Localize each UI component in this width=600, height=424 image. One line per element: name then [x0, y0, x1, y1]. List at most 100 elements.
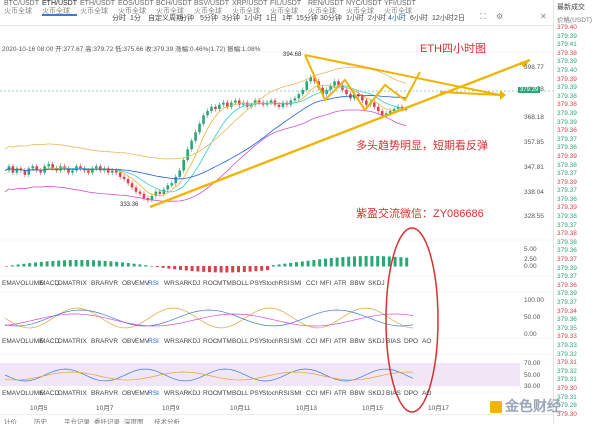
pair-tab[interactable]: ETH/USDT 火币全球 — [80, 0, 115, 16]
indicator-tab[interactable]: OBV — [122, 280, 136, 287]
pair-tab[interactable]: FIL/USDT 火币全球 — [270, 0, 301, 16]
indicator-tab[interactable]: TRIX — [72, 280, 87, 287]
indicator-tab[interactable]: StochRSI — [262, 390, 290, 397]
pair-tab[interactable]: ETH/USDT 火币全球 — [42, 0, 77, 16]
indicator-tab[interactable]: SAR — [175, 280, 189, 287]
pair-tab[interactable]: YFI/USDT 火币全球 — [384, 0, 416, 16]
indicator-tab[interactable]: EMV — [135, 390, 150, 397]
indicator-tab[interactable]: EMV — [135, 338, 150, 345]
indicator-tab[interactable]: WR — [164, 280, 175, 287]
indicator-tab[interactable]: DMA — [58, 390, 73, 397]
timeframe-tab[interactable]: 4小时 — [388, 15, 406, 22]
indicator-tab[interactable]: MACD — [40, 338, 60, 345]
indicator-tab[interactable]: SKDJ — [368, 280, 385, 287]
indicator-tab[interactable]: SMI — [290, 390, 302, 397]
timeframe-tab[interactable]: 15分钟 — [296, 15, 318, 22]
indicator-tab[interactable]: BRAR — [91, 338, 110, 345]
indicator-tab[interactable]: MTM — [217, 280, 232, 287]
indicator-tab[interactable]: CCI — [306, 280, 318, 287]
indicator-tab[interactable]: VR — [109, 390, 119, 397]
pair-tab[interactable]: NYC/USDT 火币全球 — [346, 0, 382, 16]
indicator-tab[interactable]: BRAR — [91, 390, 110, 397]
timeframe-tab[interactable]: 1小时 — [346, 15, 364, 22]
indicator-tab[interactable]: StochRSI — [262, 338, 290, 345]
timeframe-tab[interactable]: 3分钟 — [222, 15, 240, 22]
timeframe-tab[interactable]: 2日 — [454, 15, 465, 22]
indicator-tab[interactable]: MTM — [217, 338, 232, 345]
pair-tab[interactable]: XRP/USDT 火币全球 — [232, 0, 267, 16]
bottom-tab[interactable]: 历史 — [34, 419, 47, 424]
indicator-tab[interactable]: CCI — [306, 390, 318, 397]
timeframe-tab[interactable]: 自定义周期 — [148, 15, 183, 22]
bottom-tab[interactable]: 平仓记录 — [64, 419, 90, 424]
timeframe-tab[interactable]: 2小时 — [368, 15, 386, 22]
chart-canvas[interactable] — [0, 0, 553, 420]
timeframe-tab[interactable]: 5分钟 — [200, 15, 218, 22]
indicator-tab[interactable]: VR — [109, 280, 119, 287]
indicator-tab[interactable]: PSY — [250, 338, 264, 345]
indicator-tab[interactable]: MFI — [320, 280, 332, 287]
timeframe-tab[interactable]: 30分钟 — [320, 15, 342, 22]
indicator-tab[interactable]: OBV — [122, 338, 136, 345]
indicator-tab[interactable]: RSI — [148, 390, 159, 397]
indicator-tab[interactable]: DPO — [404, 390, 419, 397]
timeframe-tab[interactable]: 1小时 — [244, 15, 262, 22]
indicator-tab[interactable]: ROC — [203, 390, 218, 397]
bottom-tab[interactable]: 委托记录 — [94, 419, 120, 424]
indicator-tab[interactable]: VR — [109, 338, 119, 345]
indicator-tab[interactable]: KDJ — [188, 390, 201, 397]
pair-tab[interactable]: BTC/USDT 火币全球 — [4, 0, 39, 16]
indicator-tab[interactable]: SAR — [175, 390, 189, 397]
indicator-tab[interactable]: BRAR — [91, 280, 110, 287]
indicator-tab[interactable]: SKDJ — [368, 390, 385, 397]
indicator-tab[interactable]: EMA — [2, 338, 17, 345]
indicator-tab[interactable]: SAR — [175, 338, 189, 345]
indicator-tab[interactable]: BOLL — [232, 390, 249, 397]
bottom-tab[interactable]: 技术分析 — [154, 419, 180, 424]
indicator-tab[interactable]: EMA — [2, 280, 17, 287]
bottom-tab[interactable]: 深度图 — [124, 419, 144, 424]
indicator-tab[interactable]: MACD — [40, 280, 60, 287]
indicator-tab[interactable]: CCI — [306, 338, 318, 345]
indicator-tab[interactable]: WR — [164, 338, 175, 345]
indicator-tab[interactable]: MFI — [320, 390, 332, 397]
indicator-tab[interactable]: RSI — [148, 338, 159, 345]
bottom-tab[interactable]: 计价 — [4, 419, 17, 424]
indicator-tab[interactable]: ATR — [334, 280, 347, 287]
indicator-tab[interactable]: MACD — [40, 390, 60, 397]
indicator-tab[interactable]: EMV — [135, 280, 150, 287]
indicator-tab[interactable]: EMA — [2, 390, 17, 397]
indicator-tab[interactable]: SKDJ — [368, 338, 385, 345]
indicator-tab[interactable]: VOLUME — [16, 390, 44, 397]
indicator-tab[interactable]: BBW — [350, 338, 365, 345]
indicator-tab[interactable]: BBW — [350, 280, 365, 287]
indicator-tab[interactable]: BIAS — [386, 338, 401, 345]
indicator-tab[interactable]: DPO — [404, 338, 419, 345]
indicator-tab[interactable]: SMI — [290, 338, 302, 345]
indicator-tab[interactable]: RSI — [148, 280, 159, 287]
indicator-tab[interactable]: BOLL — [232, 338, 249, 345]
timeframe-tab[interactable]: 12小时 — [432, 15, 454, 22]
indicator-tab[interactable]: ATR — [334, 390, 347, 397]
indicator-tab[interactable]: BBW — [350, 390, 365, 397]
indicator-tab[interactable]: TRIX — [72, 390, 87, 397]
pair-tab[interactable]: EOS/USDT 火币全球 — [118, 0, 154, 16]
expand-icon[interactable]: ⛶ — [480, 12, 486, 21]
pair-tab[interactable]: BCH/USDT 火币全球 — [156, 0, 192, 16]
timeframe-tab[interactable]: 1分 — [130, 15, 141, 22]
timeframe-tab[interactable]: 分钟 — [180, 15, 194, 22]
settings-icon[interactable]: ⚙ — [496, 12, 504, 21]
indicator-tab[interactable]: VOLUME — [16, 280, 44, 287]
indicator-tab[interactable]: OBV — [122, 390, 136, 397]
indicator-tab[interactable]: TRIX — [72, 338, 87, 345]
indicator-tab[interactable]: KDJ — [188, 280, 201, 287]
indicator-tab[interactable]: PSY — [250, 280, 264, 287]
indicator-tab[interactable]: ATR — [334, 338, 347, 345]
timeframe-tab[interactable]: 1日 — [266, 15, 277, 22]
indicator-tab[interactable]: KDJ — [188, 338, 201, 345]
pair-tab[interactable]: REN/USDT 火币全球 — [308, 0, 344, 16]
indicator-tab[interactable]: ROC — [203, 280, 218, 287]
indicator-tab[interactable]: MTM — [217, 390, 232, 397]
indicator-tab[interactable]: BOLL — [232, 280, 249, 287]
indicator-tab[interactable]: ROC — [203, 338, 218, 345]
